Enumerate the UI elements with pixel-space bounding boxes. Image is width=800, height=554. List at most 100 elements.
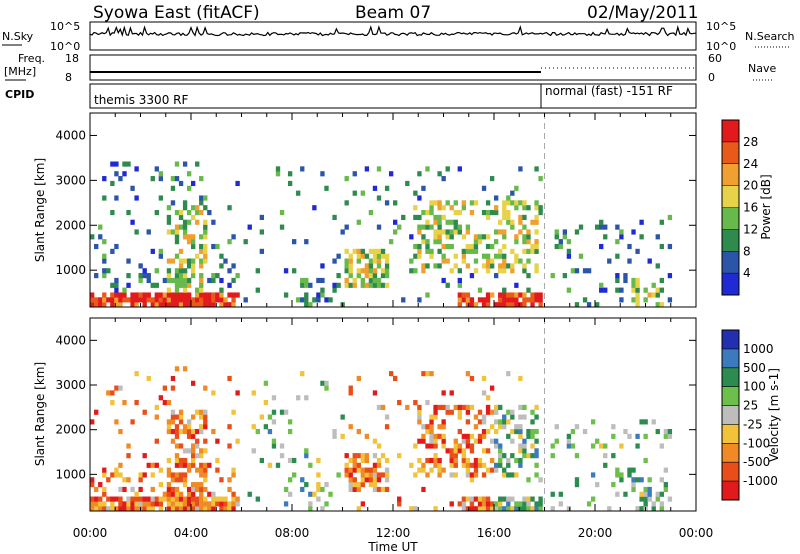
heatmap-cell — [126, 258, 131, 264]
heatmap-cell — [110, 302, 115, 308]
heatmap-cell — [514, 239, 519, 245]
heatmap-cell — [627, 433, 632, 439]
heatmap-cell — [405, 404, 410, 410]
heatmap-cell — [166, 229, 172, 235]
heatmap-cell — [186, 501, 192, 507]
heatmap-cell — [481, 253, 487, 259]
heatmap-cell — [603, 453, 608, 459]
heatmap-cell — [498, 268, 503, 274]
heatmap-cell — [421, 185, 426, 191]
heatmap-cell — [235, 501, 240, 507]
heatmap-cell — [465, 443, 471, 449]
heatmap-cell — [526, 239, 531, 245]
heatmap-cell — [166, 302, 172, 308]
heatmap-cell — [421, 371, 426, 377]
heatmap-cell — [231, 292, 236, 298]
heatmap-cell — [138, 292, 143, 298]
heatmap-cell — [215, 243, 220, 250]
heatmap-cell — [453, 453, 458, 459]
heatmap-cell — [195, 506, 200, 512]
heatmap-cell — [477, 501, 483, 507]
heatmap-cell — [498, 424, 503, 430]
heatmap-cell — [433, 443, 438, 449]
heatmap-cell — [647, 258, 652, 264]
heatmap-cell — [352, 277, 357, 284]
heatmap-cell — [352, 171, 357, 177]
heatmap-cell — [550, 506, 555, 512]
heatmap-cell — [611, 424, 616, 430]
heatmap-cell — [461, 297, 467, 303]
heatmap-cell — [481, 263, 487, 269]
heatmap-cell — [449, 243, 454, 250]
heatmap-cell — [223, 501, 228, 507]
nsky-line — [89, 25, 697, 38]
heatmap-cell — [98, 234, 103, 240]
heatmap-cell — [372, 282, 378, 288]
heatmap-cell — [235, 273, 240, 279]
heatmap-cell — [287, 180, 293, 187]
heatmap-cell — [384, 185, 390, 191]
beam-title: Beam 07 — [355, 3, 431, 23]
heatmap-cell — [126, 210, 131, 216]
heatmap-cell — [186, 234, 192, 240]
heatmap-cell — [356, 428, 361, 435]
heatmap-cell — [643, 419, 648, 425]
heatmap-cell — [510, 292, 515, 298]
heatmap-cell — [174, 453, 180, 459]
heatmap-cell — [203, 195, 208, 201]
heatmap-cell — [243, 297, 248, 303]
heatmap-cell — [174, 287, 180, 293]
heatmap-cell — [122, 477, 127, 483]
heatmap-cell — [223, 297, 228, 303]
heatmap-cell — [174, 282, 180, 288]
heatmap-cell — [146, 292, 151, 298]
heatmap-cell — [199, 409, 204, 415]
heatmap-cell — [453, 438, 458, 444]
heatmap-cell — [98, 496, 103, 502]
heatmap-cell — [615, 239, 620, 245]
heatmap-cell — [199, 448, 204, 454]
heatmap-cell — [368, 467, 374, 473]
heatmap-cell — [433, 457, 438, 464]
heatmap-cell — [635, 477, 640, 483]
heatmap-cell — [372, 482, 378, 488]
heatmap-cell — [384, 457, 390, 464]
heatmap-cell — [570, 428, 576, 435]
heatmap-cell — [178, 462, 184, 468]
heatmap-cell — [199, 287, 204, 293]
heatmap-cell — [106, 268, 111, 274]
heatmap-cell — [166, 258, 172, 264]
heatmap-cell — [538, 506, 543, 512]
heatmap-cell — [397, 400, 402, 406]
heatmap-cell — [207, 302, 212, 308]
heatmap-cell — [308, 501, 313, 507]
heatmap-cell — [469, 448, 475, 454]
heatmap-cell — [227, 506, 232, 512]
heatmap-cell — [372, 477, 378, 483]
freq-trace — [90, 67, 696, 73]
heatmap-cell — [413, 443, 418, 449]
heatmap-cell — [574, 482, 580, 488]
heatmap-cell — [502, 472, 507, 478]
heatmap-cell — [215, 297, 220, 303]
heatmap-cell — [219, 253, 224, 259]
heatmap-cell — [518, 428, 523, 435]
heatmap-cell — [425, 243, 430, 250]
heatmap-cell — [150, 176, 155, 182]
heatmap-cell — [461, 438, 467, 444]
heatmap-cell — [437, 219, 442, 225]
heatmap-cell — [195, 467, 200, 473]
heatmap-cell — [429, 443, 434, 449]
heatmap-cell — [195, 219, 200, 225]
heatmap-cell — [570, 443, 576, 449]
heatmap-cell — [457, 302, 462, 308]
heatmap-cell — [231, 472, 236, 478]
heatmap-cell — [397, 496, 402, 502]
heatmap-cell — [481, 433, 487, 439]
heatmap-cell — [485, 243, 491, 250]
heatmap-cell — [174, 366, 180, 372]
heatmap-cell — [203, 477, 208, 483]
heatmap-cell — [473, 243, 479, 250]
heatmap-cell — [162, 292, 168, 298]
